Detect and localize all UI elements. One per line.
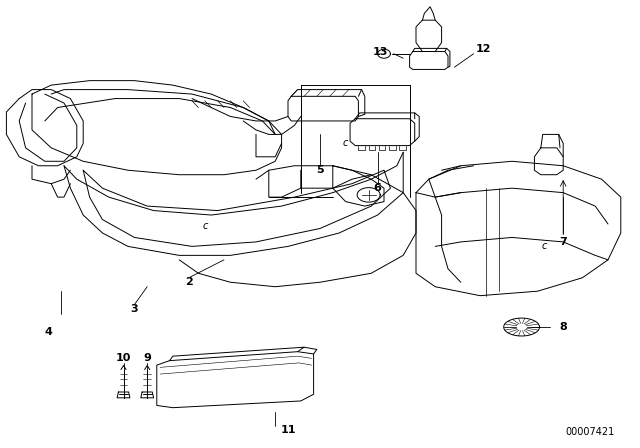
Text: c: c xyxy=(202,221,207,231)
Text: 2: 2 xyxy=(185,277,193,287)
Text: 10: 10 xyxy=(116,353,131,363)
Text: 11: 11 xyxy=(280,425,296,435)
Text: 6: 6 xyxy=(374,183,381,193)
Text: 7: 7 xyxy=(559,237,567,247)
Text: c: c xyxy=(541,241,547,251)
Text: 3: 3 xyxy=(131,304,138,314)
Text: 13: 13 xyxy=(373,47,388,56)
Text: 12: 12 xyxy=(476,44,491,54)
Text: 4: 4 xyxy=(44,327,52,336)
Text: 00007421: 00007421 xyxy=(565,427,614,437)
Text: 8: 8 xyxy=(559,322,567,332)
Text: 9: 9 xyxy=(143,353,151,363)
Text: 5: 5 xyxy=(316,165,324,175)
Text: c: c xyxy=(343,138,348,148)
